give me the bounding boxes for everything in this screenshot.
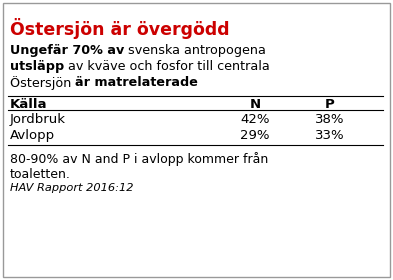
Text: 29%: 29% bbox=[240, 129, 270, 142]
Text: HAV Rapport 2016:12: HAV Rapport 2016:12 bbox=[10, 183, 134, 193]
Text: 38%: 38% bbox=[315, 113, 345, 126]
Text: P: P bbox=[325, 98, 335, 111]
Text: Källa: Källa bbox=[10, 98, 48, 111]
Text: 42%: 42% bbox=[240, 113, 270, 126]
Text: N: N bbox=[250, 98, 261, 111]
Text: Jordbruk: Jordbruk bbox=[10, 113, 66, 126]
Text: är matrelaterade: är matrelaterade bbox=[75, 76, 198, 89]
Text: av kväve och fosfor till centrala: av kväve och fosfor till centrala bbox=[64, 60, 270, 73]
Text: 33%: 33% bbox=[315, 129, 345, 142]
Text: Östersjön: Östersjön bbox=[10, 76, 75, 90]
Text: 80-90% av N and P i avlopp kommer från: 80-90% av N and P i avlopp kommer från bbox=[10, 152, 268, 166]
Text: utsläpp: utsläpp bbox=[10, 60, 64, 73]
Text: Avlopp: Avlopp bbox=[10, 129, 55, 142]
Text: Ungefär 70% av: Ungefär 70% av bbox=[10, 44, 124, 57]
Text: toaletten.: toaletten. bbox=[10, 168, 71, 181]
Text: Östersjön är övergödd: Östersjön är övergödd bbox=[10, 18, 230, 39]
Text: svenska antropogena: svenska antropogena bbox=[124, 44, 266, 57]
